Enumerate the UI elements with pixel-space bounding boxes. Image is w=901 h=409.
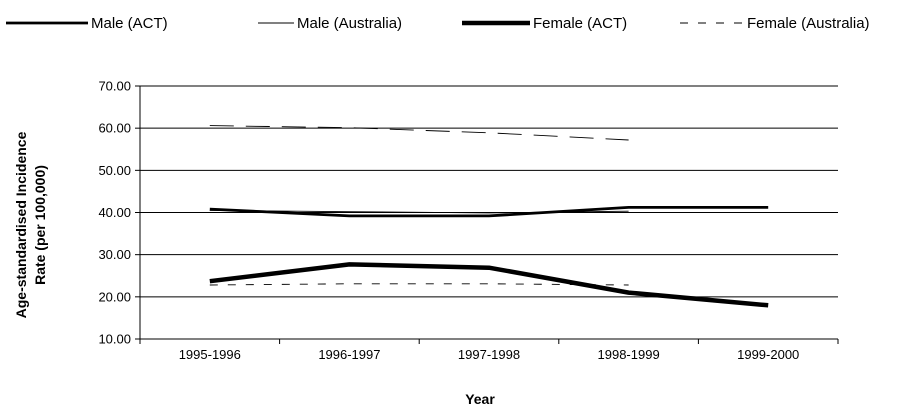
series-lines: [209, 125, 769, 308]
y-tick-labels: 10.00 20.00 30.00 40.00 50.00 60.00 70.00: [98, 79, 131, 347]
y-tick-label: 30.00: [98, 247, 131, 262]
y-tick-label: 20.00: [98, 289, 131, 304]
legend: Male (ACT) Male (Australia) Female (ACT) Fe…: [6, 15, 870, 32]
y-tick-label: 60.00: [98, 121, 131, 136]
gridlines: [140, 85, 838, 298]
series-line-0: [209, 205, 769, 218]
x-tick-label: 1998-1999: [598, 347, 660, 362]
y-tick-label: 10.00: [98, 332, 131, 347]
y-tick-label: 70.00: [98, 79, 131, 94]
y-axis-title-line1: Age-standardised Incidence: [13, 131, 29, 318]
series-line-1: [209, 209, 629, 214]
y-tick-label: 40.00: [98, 205, 131, 220]
legend-label: Male (Australia): [297, 15, 402, 32]
y-tick-label: 50.00: [98, 163, 131, 178]
legend-label: Female (ACT): [533, 15, 627, 32]
legend-label: Male (ACT): [91, 15, 168, 32]
x-axis-title: Year: [465, 391, 495, 407]
legend-label: Female (Australia): [747, 15, 870, 32]
y-axis-title-line2: Rate (per 100,000): [32, 165, 48, 285]
series-line-3: [209, 283, 629, 286]
x-tick-labels: 1995-1996 1996-1997 1997-1998 1998-1999 1999…: [179, 347, 800, 362]
axes: [135, 85, 839, 344]
x-tick-label: 1995-1996: [179, 347, 241, 362]
series-line-2: [209, 262, 769, 308]
x-tick-label: 1997-1998: [458, 347, 520, 362]
x-tick-label: 1999-2000: [737, 347, 799, 362]
x-tick-label: 1996-1997: [318, 347, 380, 362]
